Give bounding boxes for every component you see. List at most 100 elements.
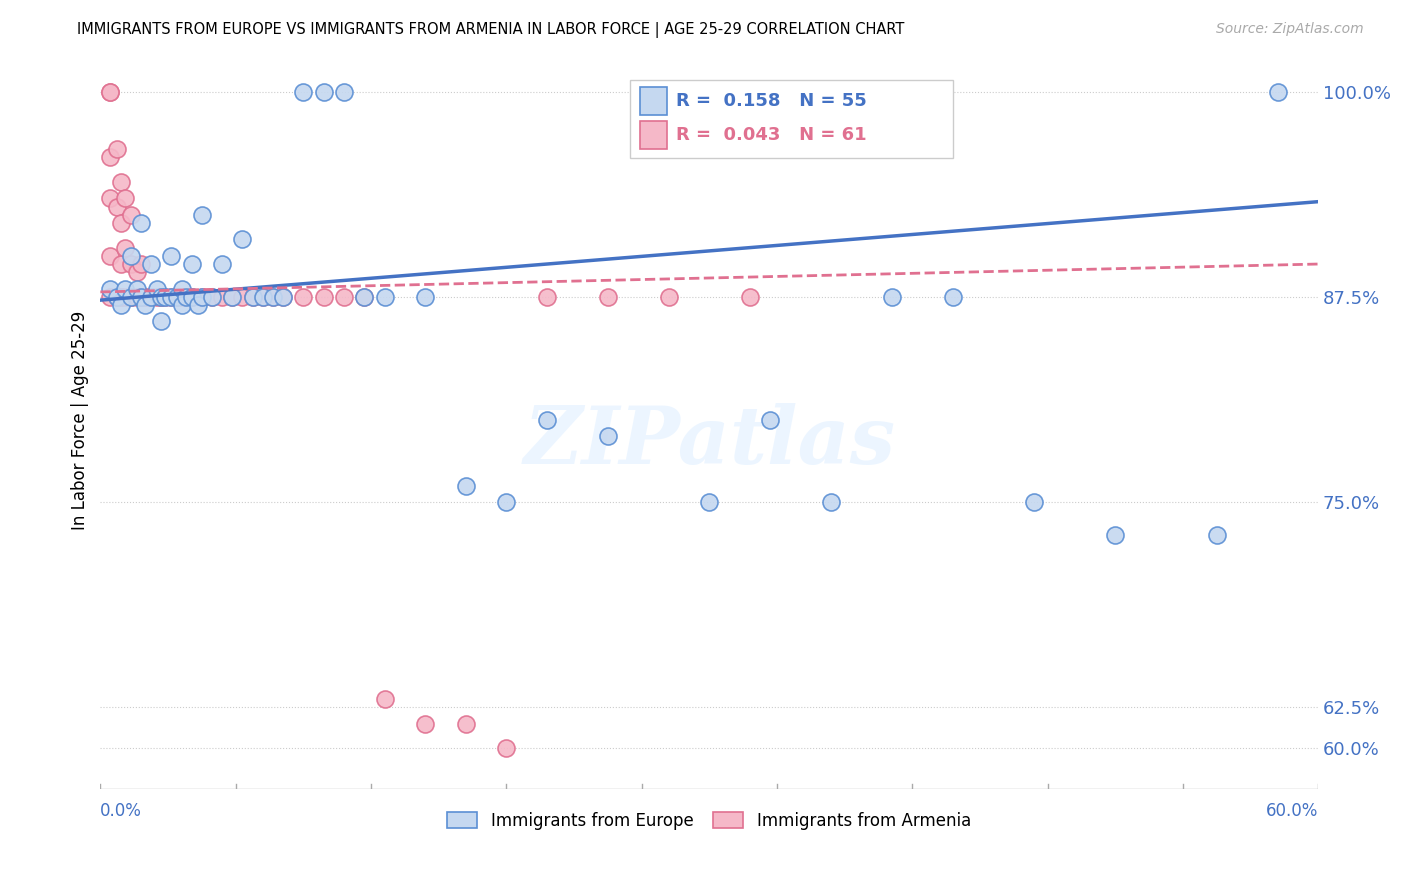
- Point: [160, 290, 183, 304]
- Point: [262, 290, 284, 304]
- Point: [155, 290, 177, 304]
- Point: [231, 232, 253, 246]
- Point: [738, 290, 761, 304]
- Point: [120, 290, 142, 304]
- Point: [221, 290, 243, 304]
- Point: [110, 257, 132, 271]
- Point: [100, 85, 122, 99]
- Text: 60.0%: 60.0%: [1265, 802, 1319, 821]
- Point: [139, 290, 162, 304]
- Point: [353, 290, 375, 304]
- Point: [114, 290, 136, 304]
- Point: [312, 85, 335, 99]
- Point: [125, 290, 148, 304]
- Point: [170, 298, 193, 312]
- FancyBboxPatch shape: [630, 80, 953, 158]
- Text: 0.0%: 0.0%: [100, 802, 142, 821]
- Point: [292, 290, 315, 304]
- Point: [180, 257, 202, 271]
- Point: [129, 290, 152, 304]
- Point: [180, 290, 202, 304]
- Point: [139, 290, 162, 304]
- Point: [174, 290, 197, 304]
- Point: [150, 290, 173, 304]
- Point: [759, 413, 782, 427]
- Point: [129, 257, 152, 271]
- Point: [191, 290, 214, 304]
- Point: [413, 290, 436, 304]
- Point: [100, 85, 122, 99]
- Point: [129, 290, 152, 304]
- Point: [146, 290, 169, 304]
- Point: [110, 298, 132, 312]
- Point: [333, 290, 356, 304]
- Point: [211, 257, 233, 271]
- Point: [312, 290, 335, 304]
- Point: [596, 290, 619, 304]
- Point: [373, 692, 395, 706]
- Point: [697, 495, 720, 509]
- Point: [120, 208, 142, 222]
- Point: [134, 290, 156, 304]
- Point: [134, 298, 156, 312]
- Point: [454, 716, 477, 731]
- Point: [1104, 528, 1126, 542]
- Point: [120, 249, 142, 263]
- Point: [129, 290, 152, 304]
- Point: [146, 282, 169, 296]
- FancyBboxPatch shape: [640, 120, 666, 149]
- Point: [242, 290, 264, 304]
- Point: [252, 290, 274, 304]
- Point: [454, 478, 477, 492]
- Point: [105, 290, 128, 304]
- Point: [150, 314, 173, 328]
- Point: [110, 290, 132, 304]
- Point: [174, 290, 197, 304]
- Point: [373, 290, 395, 304]
- FancyBboxPatch shape: [640, 87, 666, 115]
- Point: [110, 290, 132, 304]
- Point: [129, 290, 152, 304]
- Point: [880, 290, 903, 304]
- Point: [191, 208, 214, 222]
- Point: [942, 290, 965, 304]
- Point: [596, 429, 619, 443]
- Point: [242, 290, 264, 304]
- Point: [271, 290, 294, 304]
- Point: [129, 216, 152, 230]
- Point: [150, 290, 173, 304]
- Point: [105, 142, 128, 156]
- Point: [637, 85, 659, 99]
- Point: [221, 290, 243, 304]
- Point: [134, 290, 156, 304]
- Legend: Immigrants from Europe, Immigrants from Armenia: Immigrants from Europe, Immigrants from …: [440, 805, 977, 837]
- Point: [120, 257, 142, 271]
- Point: [100, 249, 122, 263]
- Point: [110, 216, 132, 230]
- Point: [170, 290, 193, 304]
- Point: [495, 741, 517, 756]
- Point: [252, 290, 274, 304]
- Text: R =  0.043   N = 61: R = 0.043 N = 61: [676, 126, 868, 144]
- Point: [166, 290, 188, 304]
- Point: [262, 290, 284, 304]
- Point: [211, 290, 233, 304]
- Point: [292, 85, 315, 99]
- Text: ZIPatlas: ZIPatlas: [523, 403, 896, 481]
- Point: [120, 290, 142, 304]
- Point: [180, 290, 202, 304]
- Point: [170, 282, 193, 296]
- Point: [139, 257, 162, 271]
- Point: [139, 290, 162, 304]
- Point: [110, 175, 132, 189]
- Point: [100, 191, 122, 205]
- Point: [120, 290, 142, 304]
- Text: IMMIGRANTS FROM EUROPE VS IMMIGRANTS FROM ARMENIA IN LABOR FORCE | AGE 25-29 COR: IMMIGRANTS FROM EUROPE VS IMMIGRANTS FRO…: [77, 22, 904, 38]
- Y-axis label: In Labor Force | Age 25-29: In Labor Force | Age 25-29: [72, 310, 89, 530]
- Point: [1205, 528, 1227, 542]
- Point: [114, 282, 136, 296]
- Point: [100, 150, 122, 164]
- Point: [201, 290, 224, 304]
- Point: [114, 191, 136, 205]
- Point: [114, 241, 136, 255]
